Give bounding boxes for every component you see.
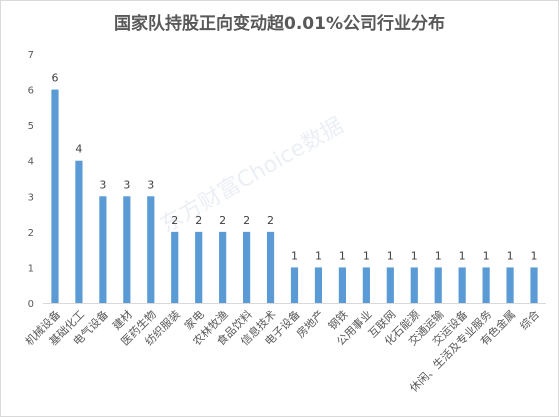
y-axis: 0 1 2 3 4 5 6 7 xyxy=(28,50,546,310)
data-label: 1 xyxy=(531,249,538,262)
data-label: 1 xyxy=(507,249,514,262)
data-label: 2 xyxy=(219,214,226,227)
bar xyxy=(338,267,346,303)
data-label: 1 xyxy=(483,249,490,262)
y-tick-label: 5 xyxy=(28,121,34,132)
bar xyxy=(362,267,370,303)
bar xyxy=(195,231,203,303)
bar xyxy=(290,267,299,303)
y-tick-label: 4 xyxy=(28,157,34,168)
bar xyxy=(243,231,251,303)
data-label: 1 xyxy=(291,249,298,262)
y-tick-label: 0 xyxy=(28,299,34,310)
bar xyxy=(99,196,107,303)
bar xyxy=(75,160,83,303)
bar xyxy=(482,267,490,303)
category-label: 房地产 xyxy=(293,307,326,340)
data-label: 1 xyxy=(387,249,394,262)
data-label: 1 xyxy=(411,249,418,262)
bar xyxy=(530,267,538,303)
data-label: 2 xyxy=(267,214,274,227)
data-label: 6 xyxy=(51,72,58,85)
y-tick-label: 3 xyxy=(28,192,34,203)
data-label: 1 xyxy=(363,249,370,262)
data-label: 3 xyxy=(99,178,106,191)
data-label: 3 xyxy=(147,178,154,191)
y-tick-label: 6 xyxy=(28,86,34,97)
bar xyxy=(434,267,442,303)
bar xyxy=(386,267,394,303)
data-label: 2 xyxy=(195,214,202,227)
bar xyxy=(266,231,275,303)
data-label: 1 xyxy=(435,249,442,262)
data-label: 2 xyxy=(171,214,178,227)
data-labels-group: 6 4 3 3 3 2 2 2 2 2 1 1 1 1 1 1 1 1 1 1 1 xyxy=(51,72,537,263)
bar xyxy=(171,231,179,303)
bar xyxy=(51,89,59,303)
watermark: 东方财富Choice数据 xyxy=(157,113,348,238)
bar xyxy=(147,196,155,303)
data-label: 3 xyxy=(123,178,130,191)
bar xyxy=(123,196,131,303)
data-label: 1 xyxy=(459,249,466,262)
data-label: 4 xyxy=(75,143,82,156)
data-label: 2 xyxy=(243,214,250,227)
category-label: 综合 xyxy=(517,307,542,332)
bars-group xyxy=(51,89,538,303)
bar xyxy=(458,267,466,303)
bar xyxy=(506,267,514,303)
bar xyxy=(410,267,418,303)
y-tick-label: 1 xyxy=(28,263,34,274)
bar xyxy=(314,267,323,303)
y-tick-label: 7 xyxy=(28,50,34,61)
data-label: 1 xyxy=(339,249,346,262)
y-tick-label: 2 xyxy=(28,228,34,239)
data-label: 1 xyxy=(315,249,322,262)
chart-title: 国家队持股正向变动超0.01%公司行业分布 xyxy=(114,14,445,34)
bar xyxy=(219,231,227,303)
